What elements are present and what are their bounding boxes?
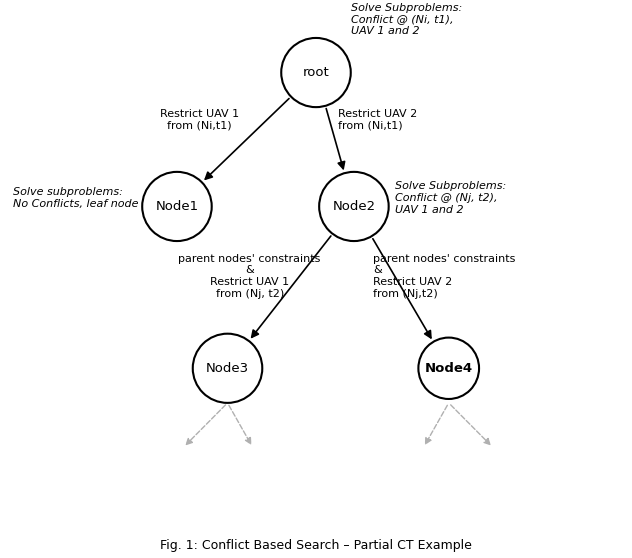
Text: root: root xyxy=(303,66,329,79)
Ellipse shape xyxy=(319,172,389,241)
Ellipse shape xyxy=(142,172,212,241)
Text: Node3: Node3 xyxy=(206,362,249,375)
Text: Node4: Node4 xyxy=(425,362,473,375)
Ellipse shape xyxy=(193,334,262,403)
Text: Solve Subproblems:
Conflict @ (Ni, t1),
UAV 1 and 2: Solve Subproblems: Conflict @ (Ni, t1), … xyxy=(351,3,462,36)
Ellipse shape xyxy=(418,338,479,399)
Text: Solve subproblems:
No Conflicts, leaf node: Solve subproblems: No Conflicts, leaf no… xyxy=(13,187,138,209)
Text: Solve Subproblems:
Conflict @ (Nj, t2),
UAV 1 and 2: Solve Subproblems: Conflict @ (Nj, t2), … xyxy=(395,181,506,215)
Text: parent nodes' constraints
&
Restrict UAV 2
from (Nj,t2): parent nodes' constraints & Restrict UAV… xyxy=(373,254,515,299)
Text: parent nodes' constraints
&
Restrict UAV 1
from (Nj, t2): parent nodes' constraints & Restrict UAV… xyxy=(178,254,321,299)
Text: Fig. 1: Conflict Based Search – Partial CT Example: Fig. 1: Conflict Based Search – Partial … xyxy=(160,540,472,552)
Text: Node1: Node1 xyxy=(155,200,198,213)
Text: Restrict UAV 1
from (Ni,t1): Restrict UAV 1 from (Ni,t1) xyxy=(159,109,239,131)
Text: Restrict UAV 2
from (Ni,t1): Restrict UAV 2 from (Ni,t1) xyxy=(338,109,417,131)
Text: Node2: Node2 xyxy=(332,200,375,213)
Ellipse shape xyxy=(281,38,351,107)
